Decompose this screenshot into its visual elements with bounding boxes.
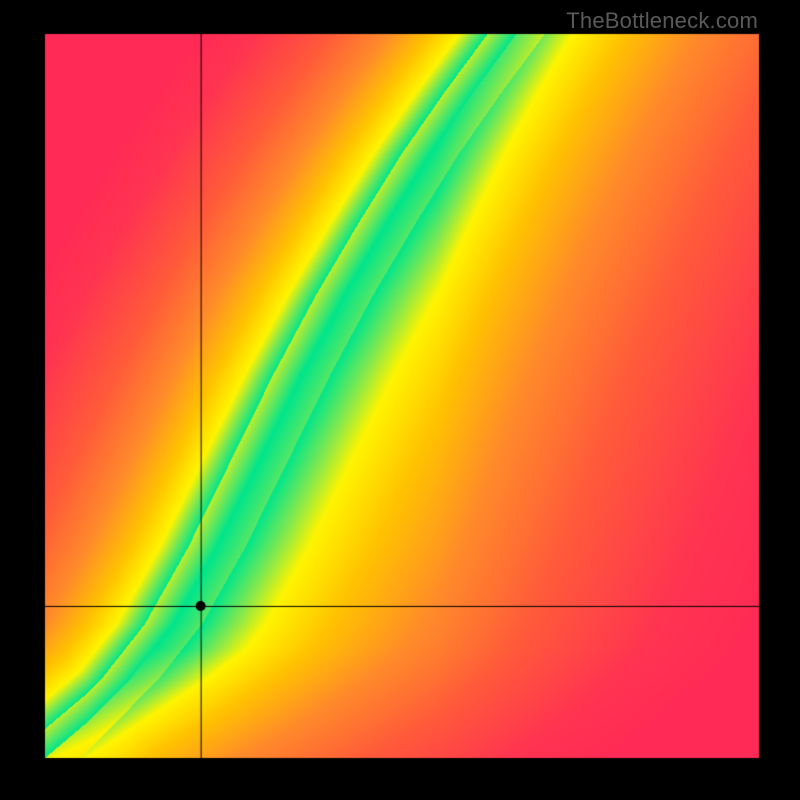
watermark-label: TheBottleneck.com [566, 8, 758, 34]
chart-container: TheBottleneck.com [0, 0, 800, 800]
heatmap-canvas [0, 0, 800, 800]
